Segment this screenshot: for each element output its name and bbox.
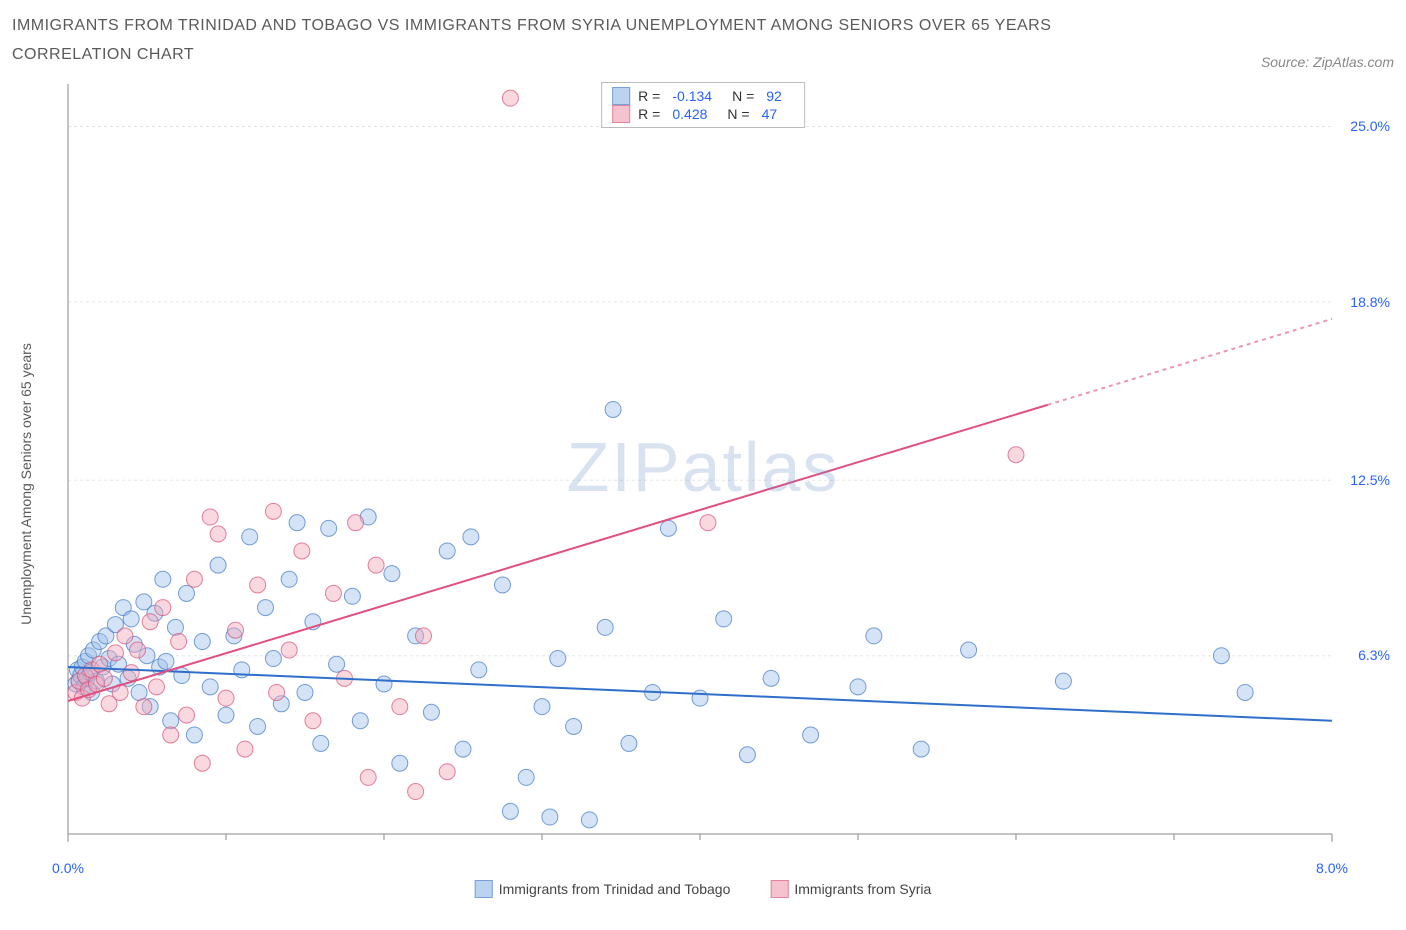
- legend-item-trinidad: Immigrants from Trinidad and Tobago: [475, 880, 731, 898]
- swatch-syria: [612, 105, 630, 123]
- title-line-2: CORRELATION CHART: [12, 41, 1051, 70]
- legend-item-syria: Immigrants from Syria: [770, 880, 931, 898]
- swatch-trinidad: [612, 87, 630, 105]
- r-value-trinidad: -0.134: [672, 88, 712, 104]
- title-line-1: IMMIGRANTS FROM TRINIDAD AND TOBAGO VS I…: [12, 12, 1051, 41]
- chart-container: Unemployment Among Seniors over 65 years…: [12, 74, 1394, 894]
- r-value-syria: 0.428: [672, 106, 707, 122]
- swatch-trinidad: [475, 880, 493, 898]
- swatch-syria: [770, 880, 788, 898]
- chart-header: IMMIGRANTS FROM TRINIDAD AND TOBAGO VS I…: [12, 12, 1394, 70]
- y-tick-label: 18.8%: [1350, 294, 1390, 310]
- stats-row-syria: R = 0.428 N = 47: [612, 105, 794, 123]
- x-tick-label: 8.0%: [1316, 860, 1348, 876]
- scatter-chart: [12, 74, 1394, 894]
- r-label: R =: [638, 88, 660, 104]
- r-label: R =: [638, 106, 660, 122]
- y-tick-label: 12.5%: [1350, 472, 1390, 488]
- series-legend: Immigrants from Trinidad and Tobago Immi…: [475, 880, 932, 898]
- y-tick-label: 25.0%: [1350, 118, 1390, 134]
- stats-legend: R = -0.134 N = 92 R = 0.428 N = 47: [601, 82, 805, 128]
- y-axis-label: Unemployment Among Seniors over 65 years: [18, 343, 34, 625]
- legend-label-trinidad: Immigrants from Trinidad and Tobago: [499, 881, 731, 897]
- source-attribution: Source: ZipAtlas.com: [1261, 54, 1394, 70]
- n-label: N =: [732, 88, 754, 104]
- stats-row-trinidad: R = -0.134 N = 92: [612, 87, 794, 105]
- n-value-trinidad: 92: [766, 88, 782, 104]
- n-label: N =: [727, 106, 749, 122]
- chart-title: IMMIGRANTS FROM TRINIDAD AND TOBAGO VS I…: [12, 12, 1051, 70]
- y-tick-label: 6.3%: [1358, 647, 1390, 663]
- x-tick-label: 0.0%: [52, 860, 84, 876]
- n-value-syria: 47: [762, 106, 778, 122]
- legend-label-syria: Immigrants from Syria: [794, 881, 931, 897]
